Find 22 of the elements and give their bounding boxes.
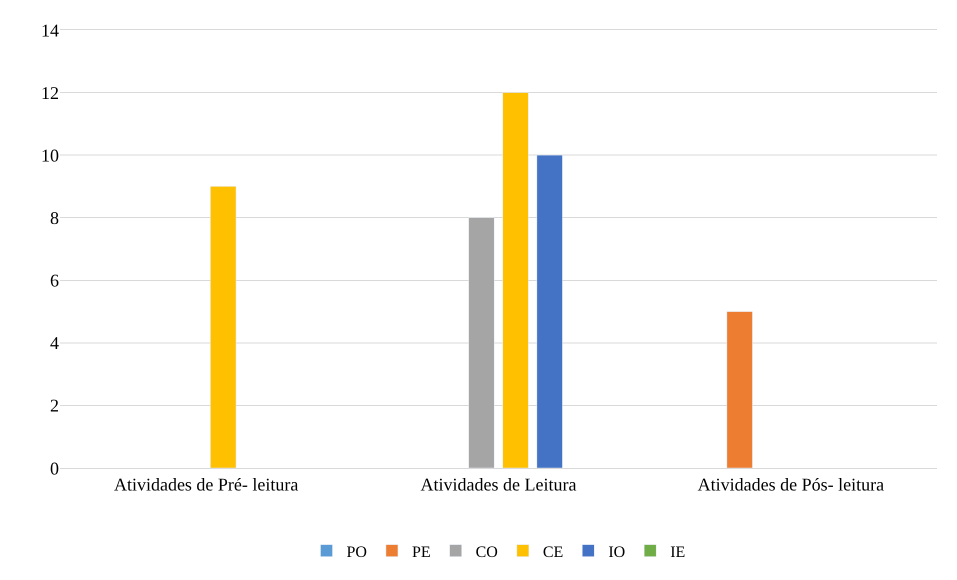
y-tick-label: 4 bbox=[50, 333, 59, 354]
legend-label: IE bbox=[670, 544, 686, 561]
bar bbox=[536, 154, 563, 468]
bar bbox=[468, 217, 494, 468]
y-tick-label: 2 bbox=[50, 396, 59, 416]
legend-label: PE bbox=[412, 544, 431, 561]
legend-label: PO bbox=[346, 544, 367, 561]
x-tick-label: Atividades de Pós- leitura bbox=[698, 474, 884, 495]
y-tick-label: 6 bbox=[50, 270, 59, 291]
legend-label: IO bbox=[608, 544, 626, 561]
x-tick-label: Atividades de Leitura bbox=[420, 474, 576, 495]
bar bbox=[726, 311, 753, 468]
bar bbox=[502, 92, 529, 468]
x-tick-label: Atividades de Pré- leitura bbox=[114, 474, 298, 495]
bar bbox=[210, 186, 236, 468]
legend-label: CO bbox=[476, 544, 498, 561]
y-tick-label: 0 bbox=[50, 458, 59, 478]
y-tick-label: 12 bbox=[41, 82, 59, 103]
y-tick-label: 14 bbox=[41, 20, 59, 40]
legend-label: CE bbox=[542, 544, 564, 561]
y-tick-label: 8 bbox=[50, 208, 59, 228]
y-tick-label: 10 bbox=[41, 145, 59, 166]
